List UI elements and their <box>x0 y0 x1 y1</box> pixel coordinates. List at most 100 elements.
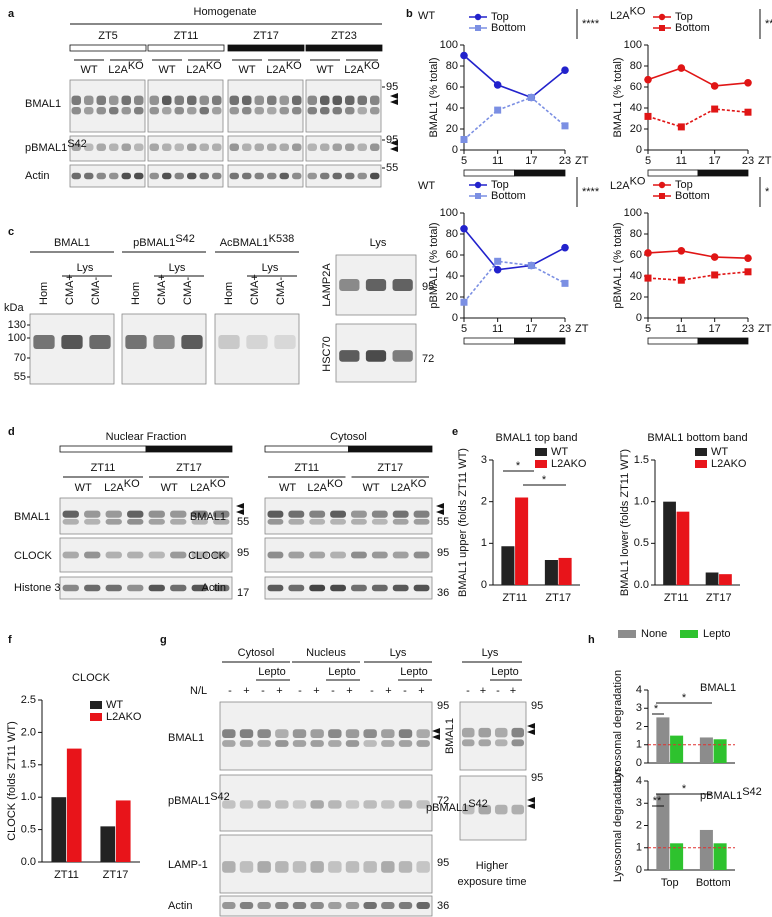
bar <box>656 794 670 870</box>
band <box>149 172 159 180</box>
label: CLOCK <box>188 550 227 562</box>
band <box>134 95 144 105</box>
band <box>229 107 239 115</box>
point <box>493 81 502 89</box>
point <box>460 136 468 143</box>
label: WT <box>238 64 255 76</box>
band <box>109 95 119 105</box>
band <box>134 107 144 115</box>
blot-header: Homogenate <box>194 6 257 18</box>
band <box>267 143 277 151</box>
point <box>460 224 468 233</box>
x-tick-label: 23 <box>742 155 754 167</box>
x-tick-label: 11 <box>492 323 503 335</box>
band <box>310 861 324 873</box>
y-tick-label: 60 <box>630 249 642 261</box>
label: + <box>418 685 424 697</box>
band <box>309 551 326 559</box>
band <box>413 510 430 518</box>
band <box>292 740 307 747</box>
band <box>222 729 236 739</box>
label: CMA- <box>90 277 102 305</box>
x-tick-label: 23 <box>742 323 754 335</box>
label: - <box>261 685 265 697</box>
panel-letter: d <box>8 426 15 438</box>
label: WT <box>75 482 92 494</box>
y-tick-label: 2 <box>636 720 642 732</box>
band <box>478 804 492 815</box>
label: + <box>276 685 282 697</box>
band <box>213 551 230 559</box>
point <box>460 51 468 60</box>
band <box>461 804 475 815</box>
band <box>351 510 367 518</box>
label: Cytosol <box>330 431 367 443</box>
label: - <box>298 685 302 697</box>
label: 70 <box>14 352 26 364</box>
band <box>288 551 305 559</box>
band <box>339 279 360 291</box>
band <box>461 739 475 747</box>
blot <box>227 135 304 162</box>
x-tick-label: 5 <box>645 323 651 335</box>
x-tick-label: ZT11 <box>502 592 527 604</box>
label: ZT17 <box>377 462 403 474</box>
band <box>279 143 289 151</box>
band <box>332 95 342 105</box>
label: LAMP-1 <box>168 859 208 871</box>
panel-letter: e <box>452 426 458 438</box>
legend-marker <box>658 181 666 189</box>
arrow <box>527 803 535 809</box>
label: - <box>331 685 335 697</box>
chart-title: L2A <box>610 180 630 192</box>
band <box>320 107 330 115</box>
band <box>187 172 197 180</box>
y-tick-label: 0 <box>636 312 642 324</box>
band <box>279 95 289 105</box>
light-dark-bar <box>264 445 349 453</box>
superscript: S42 <box>67 138 87 150</box>
band <box>330 518 346 525</box>
series-line <box>647 108 749 128</box>
band <box>416 729 430 739</box>
chart-title: BMAL1 <box>700 682 736 694</box>
significance: **** <box>582 186 600 198</box>
label: L2A <box>186 64 206 76</box>
label: Nuclear Fraction <box>106 431 187 443</box>
band <box>109 107 119 115</box>
band <box>84 143 94 151</box>
band <box>511 727 525 738</box>
light-dark-bar <box>305 44 383 52</box>
point <box>677 247 686 255</box>
blot <box>227 164 304 188</box>
label: 95 <box>386 81 398 93</box>
band <box>351 551 367 559</box>
band <box>61 335 83 349</box>
panel-letter: g <box>160 634 167 646</box>
label: ZT17 <box>176 462 202 474</box>
band <box>96 143 106 151</box>
legend-label: Lepto <box>703 628 731 640</box>
band <box>511 739 525 747</box>
band <box>345 143 355 151</box>
band <box>213 518 230 525</box>
band <box>242 107 252 115</box>
label: L2A <box>307 482 327 494</box>
band <box>267 107 277 115</box>
label: 72 <box>437 795 449 807</box>
label: L2A <box>266 64 286 76</box>
y-tick-label: 4 <box>636 684 642 696</box>
band <box>71 95 81 105</box>
label: Lepto <box>491 666 519 678</box>
point <box>711 271 719 279</box>
y-tick-label: 1.5 <box>634 454 649 466</box>
label: WT <box>316 64 333 76</box>
band <box>332 172 342 180</box>
label: CMA- <box>275 277 287 305</box>
band <box>149 95 159 105</box>
band <box>149 107 159 115</box>
band <box>351 584 367 592</box>
band <box>174 107 184 115</box>
band <box>398 740 413 747</box>
x-axis-label: ZT <box>575 323 589 335</box>
